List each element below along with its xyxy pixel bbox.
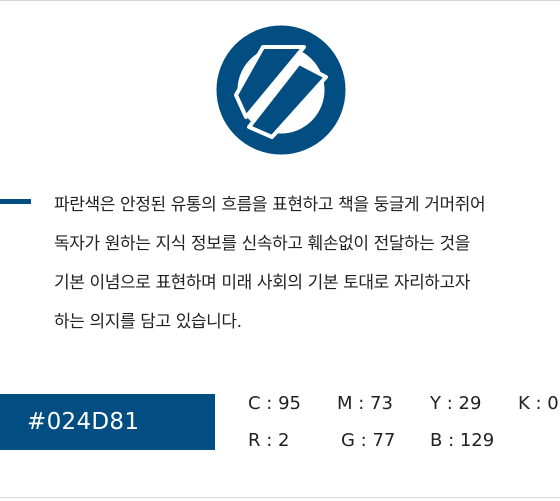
description-line: 기본 이념으로 표현하며 미래 사회의 기본 토대로 자리하고자 (54, 273, 471, 293)
rgb-g-value: G : 77 (341, 430, 396, 451)
description-line: 독자가 원하는 지식 정보를 신속하고 훼손없이 전달하는 것을 (54, 234, 471, 254)
cmyk-k-value: K : 0 (518, 393, 559, 414)
hex-color-swatch: #024D81 (0, 394, 215, 450)
top-divider (0, 0, 560, 1)
rgb-b-value: B : 129 (430, 430, 495, 451)
cmyk-c-value: C : 95 (248, 393, 301, 414)
rgb-r-value: R : 2 (248, 430, 290, 451)
description-line: 하는 의지를 담고 있습니다. (54, 312, 242, 332)
bottom-divider (0, 497, 560, 498)
accent-bar (0, 199, 31, 204)
book-flow-emblem-icon (216, 25, 346, 155)
cmyk-y-value: Y : 29 (430, 393, 482, 414)
description-line: 파란색은 안정된 유통의 흐름을 표현하고 책을 둥글게 거머쥐어 (54, 195, 486, 215)
brand-color-description: 파란색은 안정된 유통의 흐름을 표현하고 책을 둥글게 거머쥐어 독자가 원하… (54, 186, 560, 342)
hex-code: #024D81 (27, 409, 140, 435)
cmyk-m-value: M : 73 (337, 393, 393, 414)
